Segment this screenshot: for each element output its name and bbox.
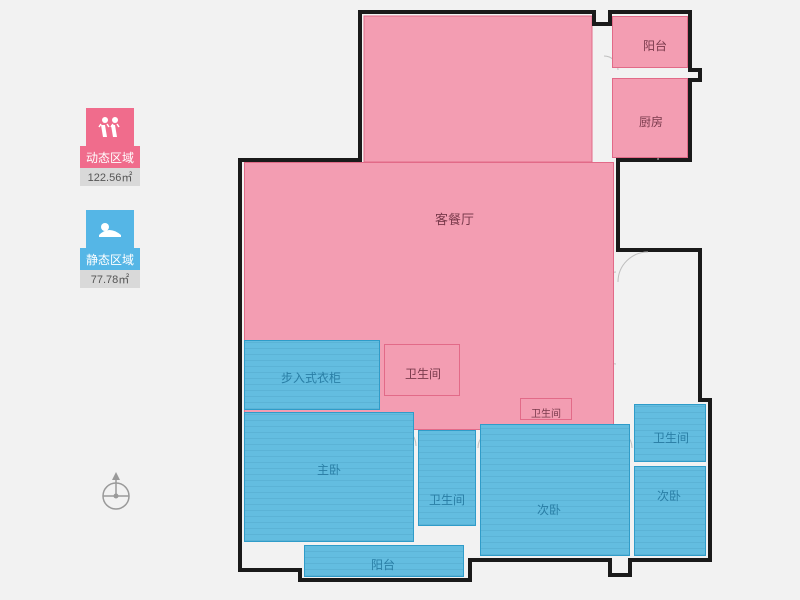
room-label-bath_center: 卫生间 bbox=[405, 365, 441, 382]
room-label-living: 客餐厅 bbox=[435, 209, 474, 228]
room-bath_small: 卫生间 bbox=[520, 398, 572, 420]
room-label-balcony1: 阳台 bbox=[643, 37, 667, 54]
room-second_br: 次卧 bbox=[480, 424, 630, 556]
room-balcony1: 阳台 bbox=[612, 16, 688, 68]
room-label-bath_small: 卫生间 bbox=[531, 405, 561, 420]
room-label-second_br2: 次卧 bbox=[657, 487, 681, 504]
room-label-second_br: 次卧 bbox=[537, 501, 561, 518]
room-bath_right: 卫生间 bbox=[634, 404, 706, 462]
room-master: 主卧 bbox=[244, 412, 414, 542]
room-living-upper bbox=[364, 16, 592, 162]
room-balcony2: 阳台 bbox=[304, 545, 464, 577]
room-kitchen: 厨房 bbox=[612, 78, 688, 158]
room-second_br2: 次卧 bbox=[634, 466, 706, 556]
room-bath_center: 卫生间 bbox=[384, 344, 460, 396]
room-closet: 步入式衣柜 bbox=[244, 340, 380, 410]
room-label-master: 主卧 bbox=[317, 461, 341, 478]
room-label-balcony2: 阳台 bbox=[371, 556, 395, 573]
floorplan-canvas: 动态区域 122.56㎡ 静态区域 77.78㎡ bbox=[0, 0, 800, 600]
room-label-bath_right: 卫生间 bbox=[653, 429, 689, 446]
room-label-kitchen: 厨房 bbox=[639, 113, 663, 130]
room-bath_master: 卫生间 bbox=[418, 430, 476, 526]
room-label-closet: 步入式衣柜 bbox=[281, 369, 341, 386]
room-label-bath_master: 卫生间 bbox=[429, 491, 465, 508]
